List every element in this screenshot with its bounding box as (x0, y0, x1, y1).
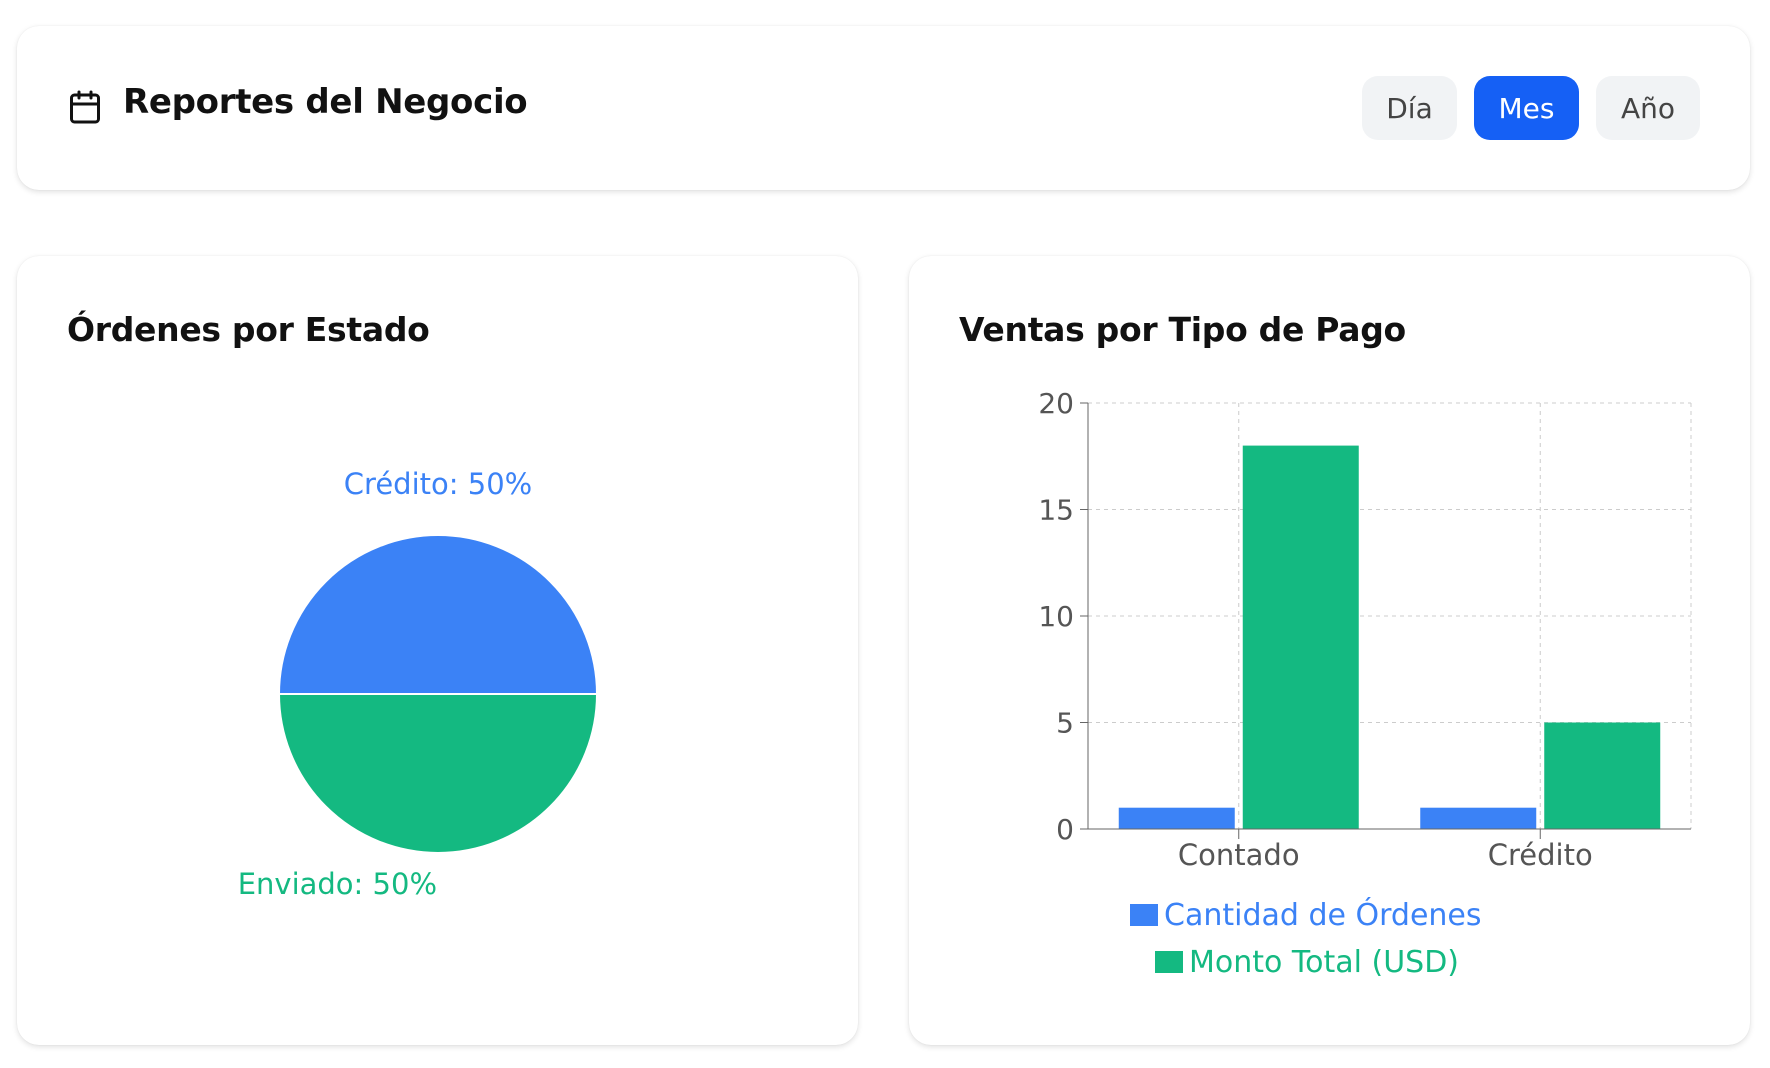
pie-label-credito: Crédito: 50% (344, 467, 532, 501)
pie-label-enviado: Enviado: 50% (238, 867, 437, 901)
period-day-button[interactable]: Día (1362, 76, 1457, 140)
calendar-icon (70, 90, 100, 124)
y-tick-label: 20 (1038, 387, 1074, 420)
x-tick-label: Crédito (1488, 838, 1593, 872)
pie-chart: Crédito: 50% Enviado: 50% (238, 467, 599, 901)
legend-label[interactable]: Monto Total (USD) (1189, 945, 1459, 980)
period-year-button[interactable]: Año (1596, 76, 1700, 140)
y-tick-label: 5 (1056, 707, 1074, 740)
pie-slice-credito[interactable] (277, 534, 599, 695)
bar-order-count[interactable] (1118, 807, 1235, 829)
bar-total-amount[interactable] (1242, 445, 1359, 829)
y-tick-label: 15 (1038, 494, 1074, 527)
bar-order-count[interactable] (1420, 807, 1537, 829)
x-tick-label: Contado (1178, 838, 1300, 872)
card-title: Ventas por Tipo de Pago (959, 310, 1406, 349)
legend-swatch[interactable] (1130, 904, 1158, 926)
orders-by-status-card: Órdenes por Estado Crédito: 50% Enviado:… (17, 256, 858, 1045)
header-card: Reportes del Negocio Día Mes Año (17, 26, 1750, 190)
bar-total-amount[interactable] (1544, 722, 1661, 830)
sales-by-payment-card: Ventas por Tipo de Pago 0 5 10 15 20 Contado C… (909, 256, 1750, 1045)
card-title: Órdenes por Estado (67, 310, 430, 349)
legend-label[interactable]: Cantidad de Órdenes (1164, 896, 1482, 933)
y-tick-label: 0 (1056, 813, 1074, 846)
pie-slice-enviado[interactable] (277, 693, 599, 854)
legend-swatch[interactable] (1155, 951, 1183, 973)
page-title: Reportes del Negocio (123, 82, 528, 122)
y-tick-label: 10 (1038, 600, 1074, 633)
period-month-button[interactable]: Mes (1474, 76, 1579, 140)
